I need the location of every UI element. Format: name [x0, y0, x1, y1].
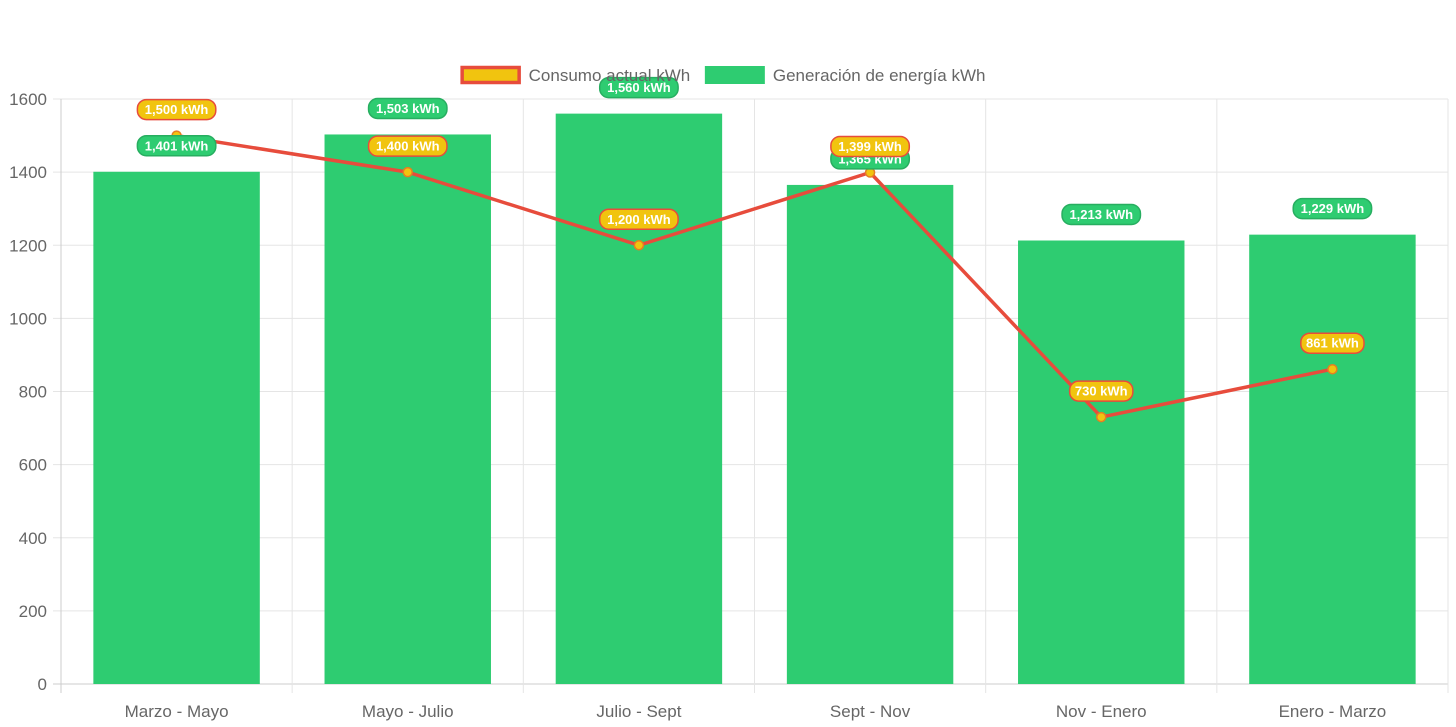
data-label-generacion-text: 1,229 kWh: [1301, 201, 1365, 216]
point-consumo: [633, 240, 645, 251]
data-label-generacion-bg: [1061, 203, 1142, 226]
legend-label: Consumo actual kWh: [529, 66, 691, 85]
data-label-generacion: 1,560 kWh: [598, 76, 679, 99]
data-label-generacion: 1,401 kWh: [136, 135, 217, 157]
legend-swatch-generacion: [704, 66, 765, 84]
x-tick-label: Julio - Sept: [596, 702, 681, 721]
legend-item[interactable]: Consumo actual kWh: [460, 65, 691, 85]
data-label-consumo: 730 kWh: [1068, 380, 1134, 402]
y-tick-label: 200: [19, 602, 47, 621]
y-tick-label: 1600: [9, 90, 47, 109]
data-label-consumo-bg: [367, 135, 448, 157]
data-label-consumo-text: 1,400 kWh: [376, 139, 440, 154]
y-tick-label: 600: [19, 456, 47, 475]
data-label-consumo-bg: [136, 98, 217, 121]
data-label-generacion-text: 1,401 kWh: [145, 138, 209, 153]
grid-layer: [53, 98, 1449, 693]
data-label-consumo-bg: [830, 135, 911, 158]
data-label-generacion-text: 1,503 kWh: [376, 101, 440, 116]
y-tick-label: 400: [19, 529, 47, 548]
bar-generacion: [324, 134, 491, 684]
point-consumo: [1096, 411, 1107, 423]
bar-generacion: [1018, 240, 1185, 684]
data-label-generacion-bg: [367, 97, 448, 120]
bar-generacion: [93, 171, 260, 684]
y-tick-label: 1200: [9, 236, 47, 255]
data-label-consumo-text: 730 kWh: [1075, 384, 1128, 399]
data-label-consumo-bg: [1068, 380, 1134, 402]
point-consumo: [1327, 363, 1338, 375]
data-label-consumo: 861 kWh: [1300, 332, 1365, 354]
data-label-generacion: 1,213 kWh: [1061, 203, 1142, 226]
data-label-consumo-text: 861 kWh: [1306, 336, 1359, 351]
y-tick-label: 1000: [9, 309, 47, 328]
y-tick-label: 1400: [9, 163, 47, 182]
line-layer: [176, 133, 1333, 419]
data-label-generacion: 1,503 kWh: [367, 97, 448, 120]
data-label-generacion-text: 1,560 kWh: [607, 80, 671, 95]
bar-layer: [93, 113, 1416, 684]
x-tick-label: Sept - Nov: [830, 702, 911, 721]
data-label-generacion: 1,229 kWh: [1292, 197, 1373, 220]
point-consumo: [402, 166, 413, 178]
data-label-generacion-bg: [136, 135, 217, 157]
y-tick-label: 0: [38, 675, 47, 694]
x-tick-label: Marzo - Mayo: [125, 702, 229, 721]
data-label-consumo: 1,399 kWh: [830, 135, 911, 158]
bar-generacion: [555, 113, 723, 684]
data-label-generacion-text: 1,213 kWh: [1069, 207, 1133, 222]
data-label-consumo-text: 1,200 kWh: [607, 212, 671, 227]
data-label-consumo: 1,500 kWh: [136, 98, 217, 121]
legend-label: Generación de energía kWh: [773, 66, 986, 85]
legend-item[interactable]: Generación de energía kWh: [704, 66, 986, 85]
axis-layer: 0 200 400 600 800 1000 1200 1400 1600 Marzo - May…: [9, 90, 1386, 721]
line-consumo: [176, 133, 1333, 419]
data-label-consumo: 1,200 kWh: [598, 208, 679, 230]
x-tick-label: Mayo - Julio: [362, 702, 454, 721]
legend: Consumo actual kWh Generación de energía …: [460, 65, 986, 85]
x-tick-label: Nov - Enero: [1056, 702, 1147, 721]
data-label-consumo: 1,400 kWh: [367, 135, 448, 157]
data-label-generacion-bg: [1292, 197, 1373, 220]
data-label-generacion-bg: [598, 76, 679, 99]
y-tick-label: 800: [19, 383, 47, 402]
bar-generacion: [1249, 234, 1416, 684]
data-label-consumo-bg: [598, 208, 679, 230]
legend-swatch-consumo: [460, 65, 521, 85]
x-tick-label: Enero - Marzo: [1279, 702, 1387, 721]
data-label-consumo-text: 1,399 kWh: [838, 139, 902, 154]
bar-generacion: [786, 184, 954, 684]
data-label-consumo-text: 1,500 kWh: [145, 102, 209, 117]
data-label-consumo-bg: [1300, 332, 1365, 354]
